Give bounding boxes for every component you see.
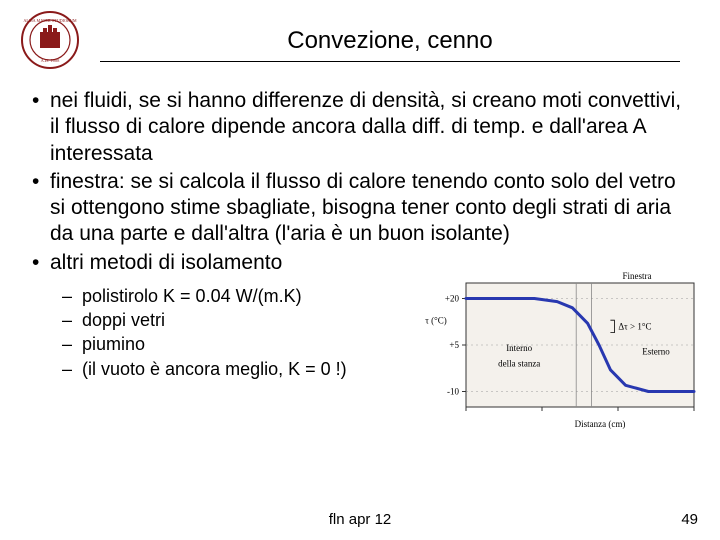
svg-text:Distanza (cm): Distanza (cm): [575, 419, 626, 429]
footer-text: fln apr 12: [0, 511, 720, 528]
svg-text:Esterno: Esterno: [642, 346, 670, 356]
svg-text:τ (°C): τ (°C): [425, 315, 446, 325]
svg-text:ALMA MATER STUDIORUM: ALMA MATER STUDIORUM: [23, 18, 77, 23]
slide-title: Convezione, cenno: [100, 27, 680, 62]
university-seal-logo: ALMA MATER STUDIORUM A.D. 1088: [20, 10, 80, 70]
title-container: Convezione, cenno: [100, 19, 700, 62]
slide-header: ALMA MATER STUDIORUM A.D. 1088 Convezion…: [0, 0, 720, 70]
svg-text:Δτ > 1°C: Δτ > 1°C: [618, 321, 651, 331]
temperature-profile-chart: -10 +5 +20 Finestra τ (°C) Interno della stanz…: [424, 265, 704, 435]
bullet-item: nei fluidi, se si hanno differenze di de…: [28, 88, 692, 167]
bullet-item: finestra: se si calcola il flusso di cal…: [28, 169, 692, 248]
svg-text:+5: +5: [449, 340, 459, 350]
svg-text:+20: +20: [445, 294, 460, 304]
svg-text:Interno: Interno: [506, 343, 532, 353]
svg-text:-10: -10: [447, 387, 459, 397]
page-number: 49: [681, 511, 698, 528]
bullet-text: altri metodi di isolamento: [50, 251, 282, 274]
svg-text:della stanza: della stanza: [498, 359, 540, 369]
svg-text:Finestra: Finestra: [623, 271, 652, 281]
svg-text:A.D. 1088: A.D. 1088: [41, 58, 61, 63]
